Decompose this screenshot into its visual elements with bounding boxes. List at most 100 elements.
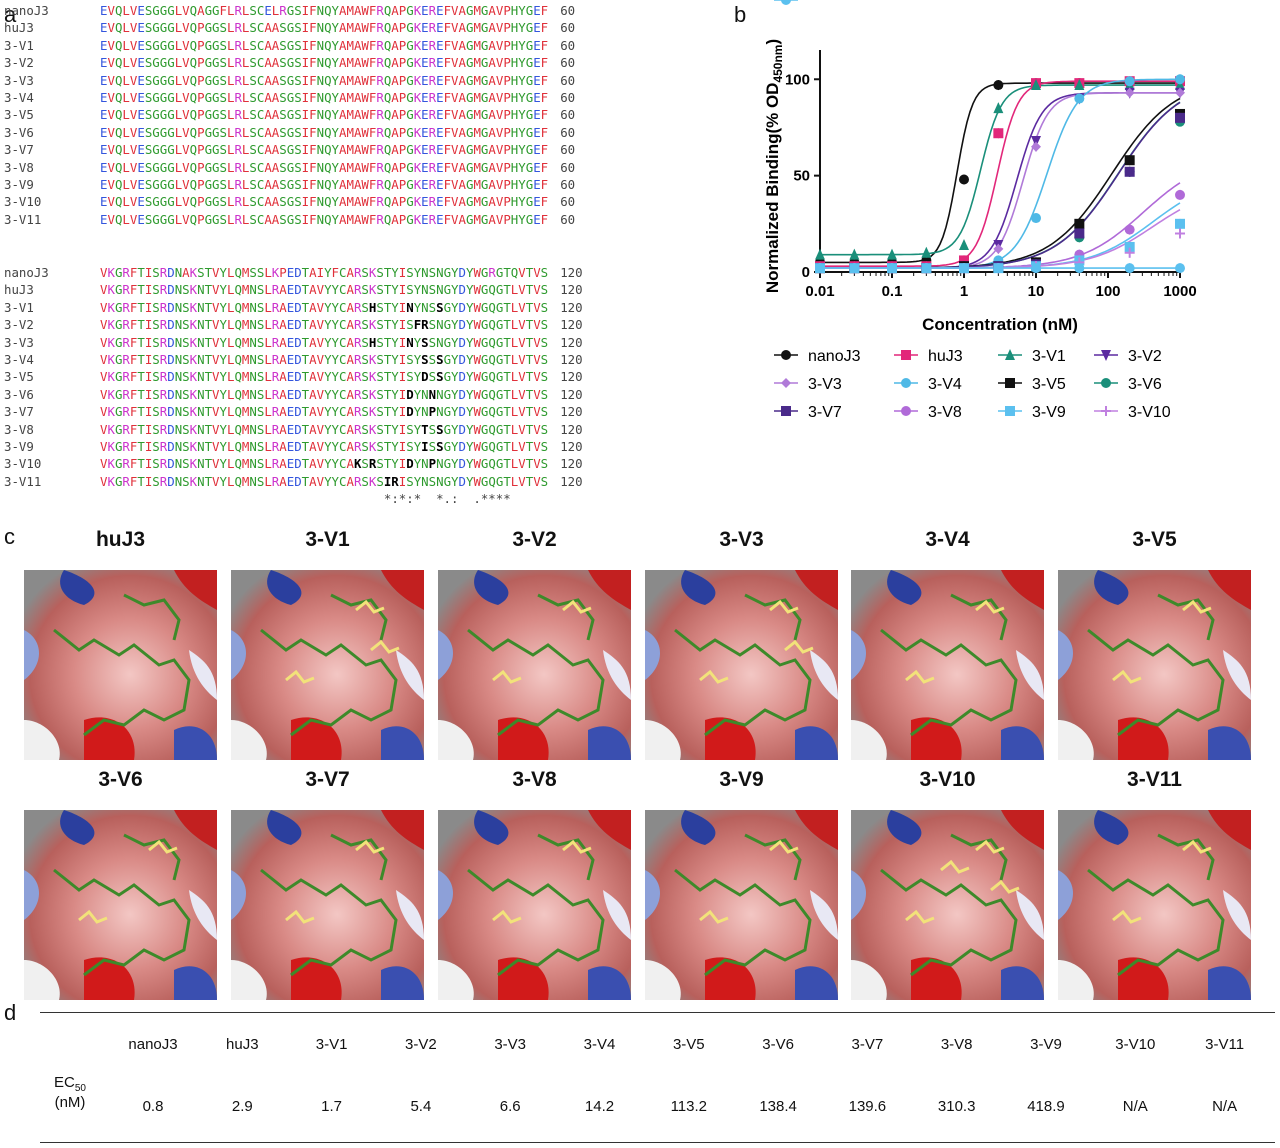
data-point-3-V11 — [993, 263, 1004, 274]
data-point-3-V3 — [1124, 87, 1135, 98]
alignment-row: 3-V1 VKGRFTISRDNSKNTVYLQMNSLRAEDTAVYYCARS… — [4, 299, 754, 316]
sequence-residues: EVQLVESGGGLVQPGGSLRLSCAASGSIFNQYAMAWFRQA… — [100, 55, 549, 71]
sequence-name: 3-V9 — [4, 438, 34, 454]
mutated-residue — [1112, 669, 1142, 684]
panel-c-structures: c huJ3 3-V1 — [0, 520, 1280, 1000]
ec50-column-header: 3-V11 — [1205, 1036, 1245, 1053]
mutated-residue — [990, 879, 1020, 894]
sequence-name: 3-V6 — [4, 124, 34, 140]
sequence-residues: VKGRFTISRDNAKSTVYLQMSSLKPEDTAIYFCARSKSTY… — [100, 265, 549, 280]
legend-label: 3-V8 — [928, 404, 962, 421]
data-point-3-V3 — [993, 243, 1004, 254]
ec50-value: 113.2 — [670, 1098, 708, 1115]
surface-rendering — [1058, 570, 1251, 760]
ec50-label-main: EC — [54, 1074, 75, 1091]
alignment-row: 3-V11 VKGRFTISRDNSKNTVYLQMNSLRAEDTAVYYCAR… — [4, 473, 754, 490]
data-point-3-V1 — [993, 102, 1004, 114]
alignment-row: 3-V9 VKGRFTISRDNSKNTVYLQMNSLRAEDTAVYYCARS… — [4, 438, 754, 455]
legend-marker — [1101, 406, 1111, 416]
legend-marker — [781, 406, 791, 416]
ec50-value: 139.6 — [848, 1098, 887, 1115]
data-point-3-V11 — [1074, 263, 1085, 274]
mutated-residue — [1112, 909, 1142, 924]
sequence-name: 3-V7 — [4, 404, 34, 420]
ec50-value: 6.6 — [499, 1098, 521, 1115]
legend-marker — [1005, 349, 1015, 360]
data-point-3-V7 — [1074, 228, 1085, 239]
x-tick-label: 10 — [1028, 283, 1045, 300]
structure-image — [24, 810, 217, 1000]
mutated-residue — [975, 599, 1005, 614]
data-point-3-V11 — [1175, 263, 1185, 274]
sequence-residues: VKGRFTISRDNSKNTVYLQMNSLRAEDTAVYYCARSHSTY… — [100, 334, 549, 350]
sequence-residues: VKGRFTISRDNSKNTVYLQMNSLRAEDTAVYYCAKSRSTY… — [100, 456, 549, 472]
mutated-residue — [355, 839, 385, 854]
data-point-3-V1 — [921, 246, 932, 258]
sequence-position: 60 — [560, 211, 576, 227]
panel-label-d: d — [4, 1000, 17, 1025]
legend-marker — [1005, 406, 1015, 416]
sequence-name: 3-V4 — [4, 89, 34, 105]
alignment-row: 3-V6 VKGRFTISRDNSKNTVYLQMNSLRAEDTAVYYCARS… — [4, 386, 754, 403]
sequence-name: 3-V4 — [4, 351, 34, 367]
alignment-row: 3-V7 VKGRFTISRDNSKNTVYLQMNSLRAEDTAVYYCARS… — [4, 403, 754, 420]
sequence-position: 120 — [560, 369, 583, 385]
y-axis-label-main: Normalized Binding(% OD — [763, 83, 782, 294]
sequence-name: 3-V10 — [4, 194, 42, 210]
mutated-residue — [285, 669, 315, 684]
sequence-name: nanoJ3 — [4, 3, 49, 18]
legend-marker — [781, 0, 791, 5]
legend-label: 3-V6 — [1128, 376, 1162, 393]
sequence-name: 3-V1 — [4, 299, 34, 315]
legend-marker — [781, 378, 791, 388]
data-point-3-V1 — [1175, 79, 1185, 91]
data-point-3-V10 — [1175, 228, 1185, 239]
mutated-residue — [699, 909, 729, 924]
sequence-name: 3-V3 — [4, 72, 34, 88]
ec50-column-header: 3-V10 — [1115, 1036, 1156, 1053]
ec50-value: 5.4 — [410, 1098, 432, 1115]
structure-image — [851, 810, 1044, 1000]
mutated-residue — [1182, 599, 1212, 614]
legend-label: huJ3 — [928, 348, 963, 365]
sequence-position: 120 — [560, 334, 583, 350]
ec50-column-header: 3-V7 — [851, 1036, 884, 1053]
structure-image — [1058, 810, 1251, 1000]
data-point-3-V11 — [815, 263, 825, 274]
surface-rendering — [231, 570, 424, 760]
sequence-position: 60 — [560, 142, 576, 158]
sequence-residues: EVQLVESGGGLVQPGGSLRLSCAASGSIFNQYAMAWFRQA… — [100, 176, 549, 192]
structure-image — [231, 810, 424, 1000]
binding-curve-chart: 0.01 0.1 1 10 100 1000 0 50 100 Concentration (nM… — [763, 0, 1197, 421]
data-point-3-V1 — [849, 248, 860, 260]
legend-label: 3-V1 — [1032, 348, 1066, 365]
panel-b-binding-chart: b 0.01 0.1 1 10 100 1000 0 50 100 Concentration (… — [720, 0, 1280, 520]
legend-marker — [901, 406, 911, 416]
structure-title: 3-V2 — [512, 528, 557, 551]
ec50-column-header: 3-V5 — [672, 1036, 705, 1053]
sequence-name: 3-V3 — [4, 334, 34, 350]
sequence-name: 3-V2 — [4, 317, 34, 333]
sequence-position: 120 — [560, 438, 583, 454]
alignment-row: 3-V7 EVQLVESGGGLVQPGGSLRLSCAASGSIFNQYAMAW… — [4, 141, 754, 158]
data-point-3-V1 — [815, 248, 825, 260]
data-point-3-V1 — [1031, 79, 1041, 91]
surface-rendering — [645, 570, 838, 760]
sequence-residues: VKGRFTISRDNSKNTVYLQMNSLRAEDTAVYYCARSHSTY… — [100, 299, 549, 315]
sequence-position: 120 — [560, 282, 583, 298]
data-point-3-V8 — [1124, 224, 1135, 235]
structure-title: 3-V11 — [1127, 768, 1182, 791]
y-tick-label: 50 — [793, 168, 810, 185]
ec50-value: N/A — [1212, 1098, 1238, 1115]
panel-label-b: b — [734, 2, 747, 27]
y-axis-label-end: ) — [763, 39, 782, 45]
ec50-value: 418.9 — [1027, 1098, 1065, 1115]
panel-label-c: c — [4, 524, 15, 549]
sequence-residues: VKGRFTISRDNSKNTVYLQMNSLRAEDTAVYYCARSKSTY… — [100, 317, 549, 333]
mutated-residue — [699, 669, 729, 684]
surface-rendering — [851, 810, 1044, 1000]
sequence-position: 60 — [560, 159, 576, 175]
sequence-residues: EVQLVESGGGLVQPGGSLRLSCAASGSIFNQYAMAWFRQA… — [100, 20, 549, 36]
ec50-column-header: 3-V8 — [940, 1036, 973, 1053]
structure-title: 3-V10 — [919, 768, 976, 791]
